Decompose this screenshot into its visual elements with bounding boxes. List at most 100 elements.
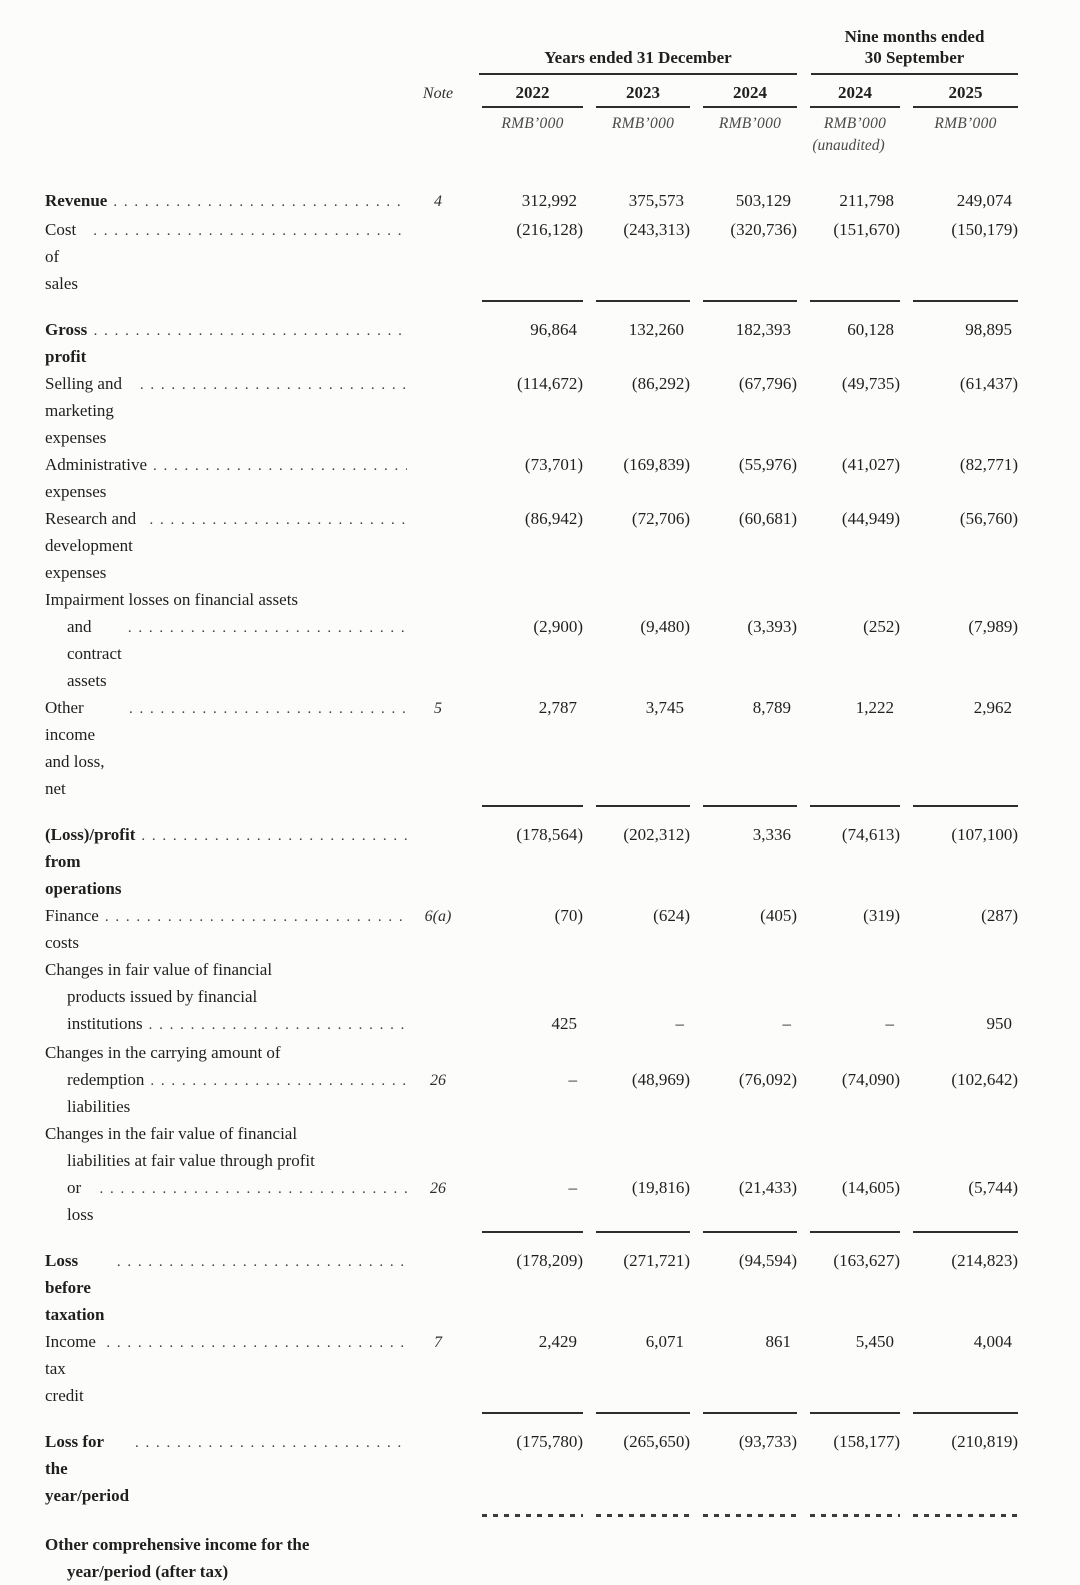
value-cell: (44,949): [841, 509, 900, 528]
column-group-nine-months-line1: Nine months ended: [844, 27, 985, 46]
row-label: liabilities at fair value through profit: [45, 1147, 407, 1174]
subtotal-rule-row: [45, 802, 1080, 811]
row-label: Administrative expenses . . . . . . . . .…: [45, 451, 407, 505]
row-label-text: Gross profit: [45, 320, 88, 366]
value-cell: 8,789: [752, 698, 791, 717]
table-row: year/period (after tax): [45, 1558, 1080, 1585]
value-cell: (60,681): [738, 509, 797, 528]
subtotal-rule: [810, 805, 900, 807]
value-cell: (41,027): [841, 455, 900, 474]
value-cell: 249,074: [956, 191, 1012, 210]
value-cell: (21,433): [738, 1178, 797, 1197]
note-ref: 5: [434, 700, 442, 717]
currency-header: RMB’000: [611, 115, 675, 132]
value-cell: (9,480): [640, 617, 690, 636]
row-label-text: Finance costs: [45, 906, 99, 952]
row-label: Changes in the fair value of financial: [45, 1120, 407, 1147]
value-cell: (73,701): [524, 455, 583, 474]
table-row: liabilities at fair value through profit: [45, 1147, 1080, 1174]
value-cell: –: [782, 1014, 792, 1033]
row-label: Other income and loss, net . . . . . . . …: [45, 694, 407, 802]
value-cell: 98,895: [965, 320, 1012, 339]
row-label: Loss for the year/period . . . . . . . . …: [45, 1428, 407, 1509]
year-header-2022: 2022: [482, 83, 583, 108]
column-group-years: Years ended 31 December: [479, 47, 797, 75]
row-label-text: Research and development expenses: [45, 509, 137, 582]
value-cell: 132,260: [628, 320, 684, 339]
table-row: redemption liabilities . . . . . . . . . …: [45, 1066, 1080, 1120]
value-cell: (86,292): [631, 374, 690, 393]
subtotal-rule: [482, 300, 583, 302]
currency-header: RMB’000: [718, 115, 782, 132]
row-label-text: Cost of sales: [45, 220, 79, 293]
year-header-2025: 2025: [913, 83, 1018, 108]
leader-dots: . . . . . . . . . . . . . . . . . . . . …: [106, 1335, 407, 1351]
subtotal-rule-row: [45, 297, 1080, 306]
row-label-text: Changes in fair value of financial: [45, 960, 273, 979]
value-cell: (48,969): [631, 1070, 690, 1089]
value-cell: 4,004: [973, 1332, 1012, 1351]
subtotal-rule: [703, 300, 797, 302]
value-cell: (72,706): [631, 509, 690, 528]
row-label-text: Other comprehensive income for the: [45, 1535, 310, 1554]
value-cell: 3,336: [752, 825, 791, 844]
value-cell: –: [675, 1014, 685, 1033]
row-label-text: Changes in the fair value of financial: [45, 1124, 298, 1143]
subtotal-rule: [810, 1412, 900, 1414]
value-cell: 1,222: [855, 698, 894, 717]
table-row: Impairment losses on financial assets: [45, 586, 1080, 613]
value-cell: (82,771): [959, 455, 1018, 474]
row-label: products issued by financial: [45, 983, 407, 1010]
note-column-header: Note: [422, 85, 454, 102]
leader-dots: . . . . . . . . . . . . . . . . . . . . …: [135, 1435, 407, 1451]
value-cell: (5,744): [968, 1178, 1018, 1197]
note-ref: 6(a): [424, 908, 452, 925]
value-cell: (169,839): [623, 455, 690, 474]
year-header-row: Note 2022 2023 2024 2024 2025: [45, 83, 1080, 108]
row-label: institutions . . . . . . . . . . . . . . …: [45, 1010, 407, 1039]
leader-dots: . . . . . . . . . . . . . . . . . . . . …: [93, 323, 407, 339]
table-row: (Loss)/profit from operations . . . . . .…: [45, 821, 1080, 902]
value-cell: 375,573: [628, 191, 684, 210]
leader-dots: . . . . . . . . . . . . . . . . . . . . …: [139, 377, 407, 393]
column-group-nine-months-line2: 30 September: [864, 48, 965, 67]
table-header: Years ended 31 December Nine months ende…: [45, 26, 1080, 157]
table-row: Administrative expenses . . . . . . . . .…: [45, 451, 1080, 505]
row-label: year/period (after tax): [45, 1558, 407, 1585]
row-label: Cost of sales . . . . . . . . . . . . . .…: [45, 216, 407, 297]
row-label-text: or loss: [67, 1178, 94, 1224]
leader-dots: . . . . . . . . . . . . . . . . . . . . …: [93, 223, 407, 239]
subtotal-rule-row: [45, 1509, 1080, 1521]
table-row: products issued by financial: [45, 983, 1080, 1010]
value-cell: (216,128): [516, 220, 583, 239]
row-label: (Loss)/profit from operations . . . . . .…: [45, 821, 407, 902]
value-cell: (243,313): [623, 220, 690, 239]
row-label: or loss . . . . . . . . . . . . . . . . .…: [45, 1174, 407, 1228]
leader-dots: . . . . . . . . . . . . . . . . . . . . …: [116, 1254, 407, 1270]
subtotal-rule: [703, 1231, 797, 1233]
value-cell: (287): [981, 906, 1018, 925]
subtotal-rule-row: [45, 1409, 1080, 1418]
row-label-text: Other income and loss, net: [45, 698, 105, 798]
value-cell: (178,564): [516, 825, 583, 844]
value-cell: (94,594): [738, 1251, 797, 1270]
note-ref: 26: [430, 1072, 446, 1089]
value-cell: (56,760): [959, 509, 1018, 528]
row-label: Other comprehensive income for the: [45, 1531, 407, 1558]
value-cell: (76,092): [738, 1070, 797, 1089]
value-cell: 96,864: [530, 320, 577, 339]
row-label-text: products issued by financial: [67, 987, 258, 1006]
value-cell: (19,816): [631, 1178, 690, 1197]
value-cell: (252): [863, 617, 900, 636]
row-label-text: Loss for the year/period: [45, 1432, 130, 1505]
year-header-2024: 2024: [703, 83, 797, 108]
row-label: Impairment losses on financial assets: [45, 586, 407, 613]
value-cell: 2,429: [538, 1332, 577, 1351]
subtotal-rule: [596, 1231, 690, 1233]
row-label-text: Changes in the carrying amount of: [45, 1043, 281, 1062]
currency-header: RMB’000: [823, 115, 887, 132]
leader-dots: . . . . . . . . . . . . . . . . . . . . …: [152, 458, 407, 474]
leader-dots: . . . . . . . . . . . . . . . . . . . . …: [150, 1073, 407, 1089]
currency-header: RMB’000: [934, 115, 997, 132]
value-cell: (70): [554, 906, 583, 925]
